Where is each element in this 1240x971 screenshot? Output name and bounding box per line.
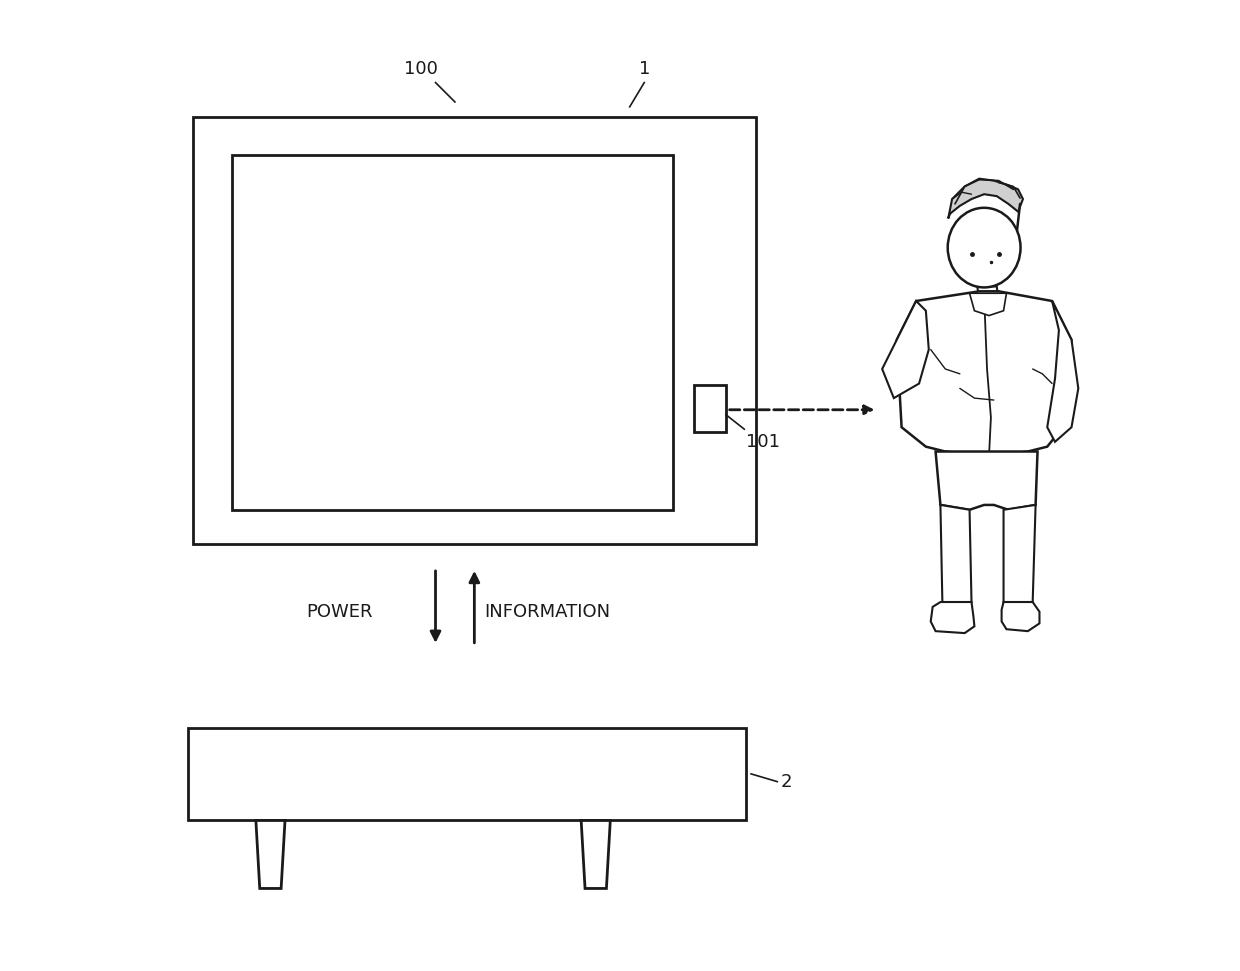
Text: INFORMATION: INFORMATION <box>484 603 610 620</box>
Text: 1: 1 <box>639 59 650 78</box>
Polygon shape <box>1002 602 1039 631</box>
Text: POWER: POWER <box>306 603 372 620</box>
Polygon shape <box>897 291 1071 456</box>
Polygon shape <box>977 286 998 301</box>
FancyBboxPatch shape <box>188 728 746 820</box>
Polygon shape <box>931 602 975 633</box>
Polygon shape <box>949 179 1023 218</box>
Polygon shape <box>940 505 971 602</box>
Polygon shape <box>970 293 1007 316</box>
Text: 101: 101 <box>746 433 780 451</box>
Ellipse shape <box>947 208 1021 287</box>
Text: 100: 100 <box>404 59 438 78</box>
Text: 2: 2 <box>780 773 791 790</box>
Polygon shape <box>935 452 1038 510</box>
FancyBboxPatch shape <box>192 117 756 544</box>
Polygon shape <box>582 820 610 888</box>
FancyBboxPatch shape <box>694 385 725 432</box>
Polygon shape <box>1048 301 1079 442</box>
FancyBboxPatch shape <box>232 155 673 510</box>
Polygon shape <box>255 820 285 888</box>
Polygon shape <box>1003 505 1035 602</box>
Polygon shape <box>882 301 929 398</box>
